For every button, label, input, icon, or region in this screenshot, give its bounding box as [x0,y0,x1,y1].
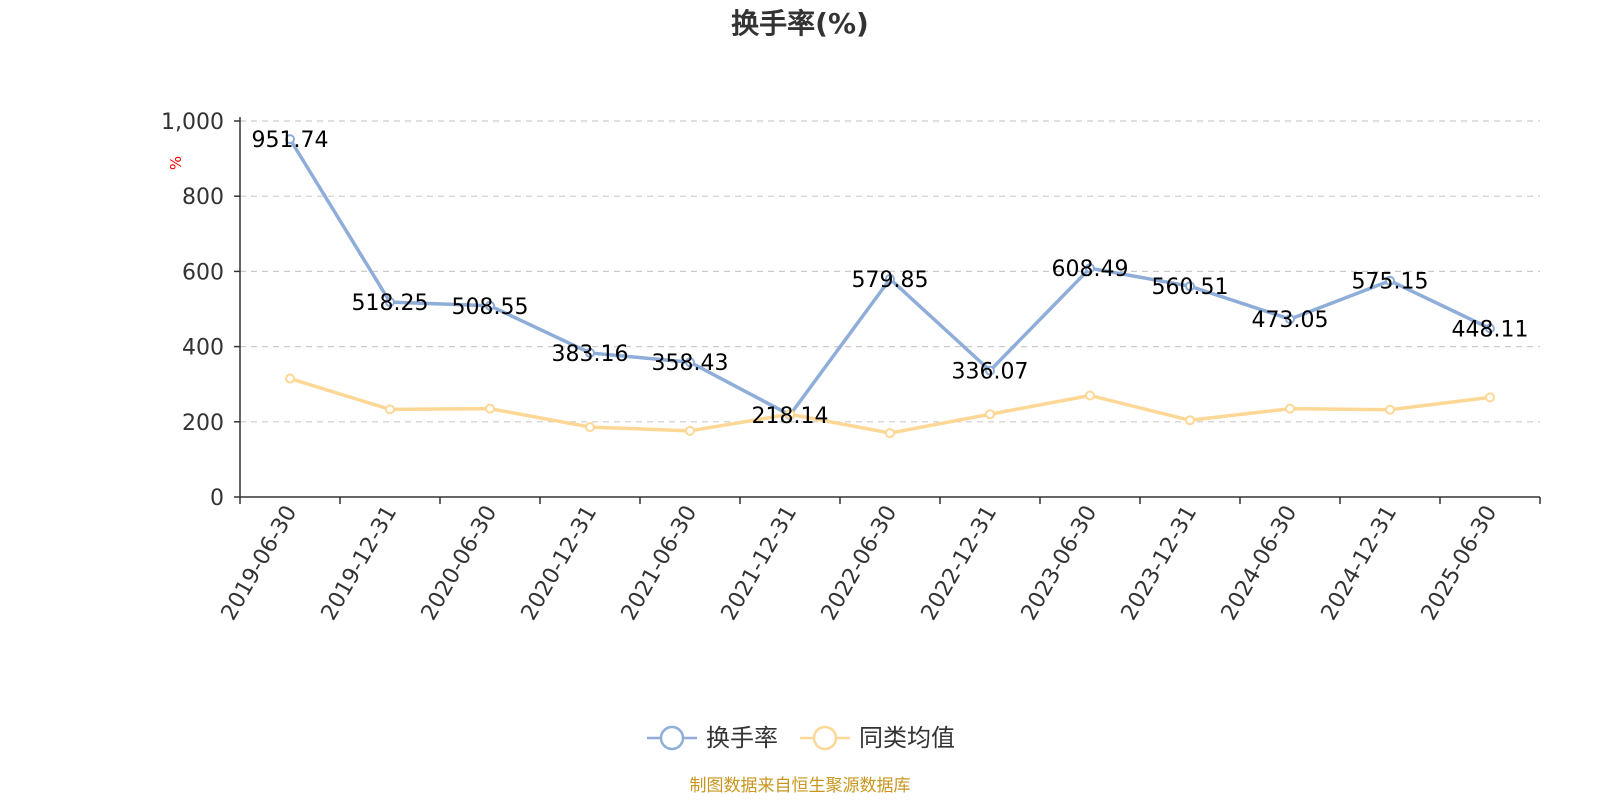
point-同类均值-2019-06-30 [285,373,295,384]
data-label-2021-12-31: 218.14 [752,404,829,429]
point-换手率-2023-12-31 [1185,281,1195,292]
data-label-2025-06-30: 448.11 [1452,318,1529,343]
point-同类均值-2022-12-31 [985,409,995,420]
series-line-同类均值 [289,376,1491,435]
point-同类均值-2025-06-30 [1485,392,1495,403]
x-tick-label-2025-06-30: 2025-06-30 [1417,502,1503,625]
x-tick-label-2023-06-30: 2023-06-30 [1017,502,1103,625]
data-label-2024-12-31: 575.15 [1352,270,1429,295]
y-tick-label-1000: 1,000 [161,110,224,135]
data-label-2023-12-31: 560.51 [1152,275,1229,300]
axes [239,117,1540,498]
data-label-2021-06-30: 358.43 [652,351,729,376]
series-layer [285,134,1495,439]
data-label-2022-06-30: 579.85 [852,268,929,293]
point-同类均值-2023-06-30 [1085,390,1095,401]
data-label-2020-12-31: 383.16 [552,342,629,367]
point-同类均值-2022-06-30 [885,428,895,439]
data-label-2019-12-31: 518.25 [352,291,429,316]
point-同类均值-2023-12-31 [1185,415,1195,426]
x-tick-label-2021-12-31: 2021-12-31 [717,502,803,625]
point-换手率-2020-12-31 [585,347,595,358]
y-tick-label-800: 800 [182,185,224,210]
point-同类均值-2024-12-31 [1385,404,1395,415]
data-label-2023-06-30: 608.49 [1052,257,1129,282]
y-tick-label-0: 0 [210,486,224,511]
x-tick-label-2023-12-31: 2023-12-31 [1117,502,1203,625]
x-tick-label-2022-12-31: 2022-12-31 [917,502,1003,625]
x-axis-ticks: 2019-06-30 2019-12-31 2020-06-30 2020-12-31… [217,497,1541,625]
point-同类均值-2021-06-30 [685,425,695,436]
point-换手率-2024-12-31 [1385,275,1395,286]
point-同类均值-2020-12-31 [585,422,595,433]
x-tick-label-2020-06-30: 2020-06-30 [417,502,503,625]
x-tick-label-2020-12-31: 2020-12-31 [517,502,603,625]
point-换手率-2023-06-30 [1085,263,1095,274]
point-换手率-2025-06-30 [1485,323,1495,334]
x-tick-label-2019-12-31: 2019-12-31 [317,502,403,625]
x-tick-label-2024-12-31: 2024-12-31 [1317,502,1403,625]
data-labels: 951.74 518.25 508.55 383.16 358.43 218.14 579.… [252,128,1529,429]
data-label-2020-06-30: 508.55 [452,295,529,320]
y-axis-unit-label: % [167,156,185,170]
point-同类均值-2021-12-31 [785,409,795,420]
point-换手率-2020-06-30 [485,300,495,311]
x-tick-label-2024-06-30: 2024-06-30 [1217,502,1303,625]
legend-label-同类均值: 同类均值 [859,724,955,752]
point-换手率-2024-06-30 [1285,314,1295,325]
point-同类均值-2024-06-30 [1285,403,1295,414]
data-label-2019-06-30: 951.74 [252,128,329,153]
x-tick-label-2019-06-30: 2019-06-30 [217,502,303,625]
x-tick-label-2022-06-30: 2022-06-30 [817,502,903,625]
y-tick-label-400: 400 [182,336,224,361]
legend-label-换手率: 换手率 [706,724,778,752]
point-换手率-2021-06-30 [685,357,695,368]
point-同类均值-2019-12-31 [385,404,395,415]
source-note: 制图数据来自恒生聚源数据库 [690,776,911,796]
grid-lines [240,120,1540,423]
x-tick-label-2021-06-30: 2021-06-30 [617,502,703,625]
legend: 换手率 同类均值 [647,724,955,752]
chart-title: 换手率(%) [731,7,869,40]
legend-marker-换手率 [659,725,685,751]
point-换手率-2019-12-31 [385,297,395,308]
y-axis-ticks: 0 200 400 600 800 1,000 [161,110,240,511]
data-label-2022-12-31: 336.07 [952,360,1029,385]
legend-marker-同类均值 [812,725,838,751]
data-label-2024-06-30: 473.05 [1252,308,1329,333]
point-换手率-2022-12-31 [985,365,995,376]
y-tick-label-200: 200 [182,411,224,436]
point-同类均值-2020-06-30 [485,403,495,414]
point-换手率-2019-06-30 [285,134,295,145]
y-tick-label-600: 600 [182,260,224,285]
point-换手率-2022-06-30 [885,273,895,284]
